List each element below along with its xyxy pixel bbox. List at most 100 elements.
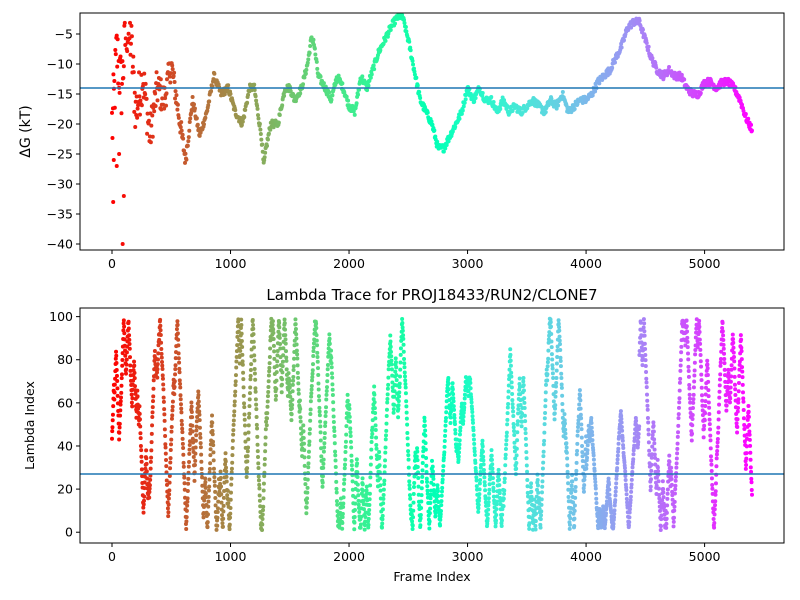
lambda-point — [296, 391, 301, 396]
lambda-point — [713, 503, 718, 508]
lambda-point — [347, 414, 352, 419]
lambda-point — [548, 320, 553, 325]
delta-g-point — [180, 132, 185, 137]
delta-g-point — [128, 41, 133, 46]
lambda-point — [560, 401, 565, 406]
lambda-point — [483, 488, 488, 493]
lambda-point — [315, 343, 320, 348]
lambda-point — [712, 512, 717, 517]
lambda-point — [746, 414, 751, 419]
lambda-point — [229, 482, 234, 487]
lambda-point — [448, 415, 453, 420]
lambda-point — [372, 392, 377, 397]
lambda-point — [386, 375, 391, 380]
lambda-point — [377, 463, 382, 468]
lambda-point — [400, 328, 405, 333]
lambda-point — [676, 430, 681, 435]
lambda-point — [305, 490, 310, 495]
lambda-point — [323, 424, 328, 429]
lambda-point — [251, 326, 256, 331]
delta-g-point — [164, 91, 169, 96]
lambda-point — [644, 369, 649, 374]
lambda-point — [506, 395, 511, 400]
lambda-point — [394, 378, 399, 383]
delta-g-point — [740, 102, 745, 107]
lambda-point — [593, 479, 598, 484]
delta-g-point — [192, 102, 197, 107]
delta-g-point — [134, 94, 139, 99]
lambda-point — [301, 429, 306, 434]
delta-g-point — [411, 62, 416, 67]
lambda-point — [216, 499, 221, 504]
lambda-point — [420, 454, 425, 459]
lambda-point — [310, 368, 315, 373]
lambda-point — [579, 427, 584, 432]
lambda-point — [415, 458, 420, 463]
lambda-point — [505, 405, 510, 410]
lambda-point — [290, 397, 295, 402]
lambda-point — [535, 483, 540, 488]
lambda-point — [706, 400, 711, 405]
delta-g-point — [262, 158, 267, 163]
lambda-point — [676, 405, 681, 410]
lambda-point — [632, 438, 637, 443]
delta-g-point — [252, 87, 257, 92]
lambda-point — [616, 441, 621, 446]
lambda-point — [221, 503, 226, 508]
lambda-point — [615, 453, 620, 458]
lambda-point — [256, 474, 261, 479]
lambda-point — [404, 416, 409, 421]
lambda-axes-frame — [79, 307, 785, 544]
lambda-point — [562, 418, 567, 423]
lambda-point — [529, 489, 534, 494]
lambda-point — [674, 461, 679, 466]
lambda-point — [480, 438, 485, 443]
lambda-point — [179, 422, 184, 427]
lambda-point — [667, 459, 672, 464]
lambda-point — [374, 443, 379, 448]
lambda-point — [221, 509, 226, 514]
delta-g-point — [167, 74, 172, 79]
delta-g-point — [137, 112, 142, 117]
lambda-point — [686, 351, 690, 356]
lambda-point — [144, 461, 149, 466]
lambda-point — [494, 518, 498, 523]
lambda-point — [541, 454, 546, 459]
lambda-point — [262, 474, 267, 479]
delta-g-point — [153, 91, 158, 96]
lambda-point — [173, 372, 178, 377]
lambda-point — [686, 369, 691, 374]
lambda-point — [316, 381, 321, 386]
lambda-point — [482, 480, 487, 485]
lambda-point — [391, 410, 396, 415]
lambda-point — [329, 361, 334, 366]
lambda-point — [535, 477, 540, 482]
lambda-point — [236, 329, 241, 334]
lambda-point — [221, 516, 226, 521]
lambda-point — [233, 373, 238, 378]
lambda-point — [721, 337, 726, 342]
lambda-point — [581, 486, 586, 491]
lambda-point — [408, 503, 413, 508]
lambda-point — [671, 524, 676, 529]
lambda-point — [173, 356, 178, 361]
lambda-point — [679, 344, 684, 349]
lambda-point — [250, 317, 255, 322]
lambda-point — [732, 366, 737, 371]
lambda-point — [448, 421, 453, 426]
lambda-point — [178, 385, 183, 390]
lambda-point — [196, 389, 201, 394]
lambda-point — [569, 490, 574, 495]
lambda-point — [211, 443, 216, 448]
lambda-point — [406, 449, 411, 454]
lambda-point — [705, 362, 710, 367]
lambda-point — [247, 415, 252, 420]
lambda-point — [382, 478, 387, 483]
delta-g-point — [228, 91, 233, 96]
lambda-point — [543, 404, 548, 409]
lambda-point — [660, 479, 665, 484]
lambda-point — [210, 439, 215, 444]
lambda-point — [349, 453, 354, 458]
lambda-point — [315, 350, 320, 355]
lambda-point — [115, 378, 120, 383]
